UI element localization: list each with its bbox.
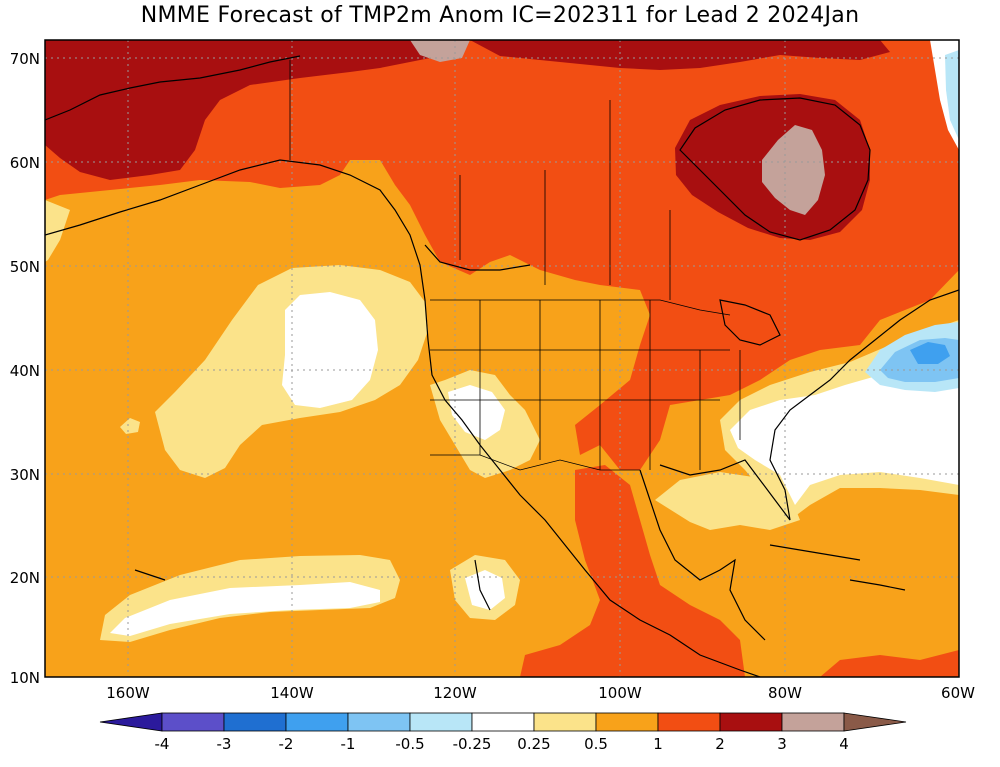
colorbar-swatch — [285, 712, 349, 732]
anomaly-region-mid-blue-atlantic — [910, 342, 950, 364]
lat-label-30n: 30N — [9, 466, 40, 484]
lat-label-40n: 40N — [9, 362, 40, 380]
colorbar-label: 3 — [777, 735, 787, 753]
map-title: NMME Forecast of TMP2m Anom IC=202311 fo… — [140, 3, 860, 28]
anomaly-region-white-southwest — [448, 385, 505, 440]
anomaly-region-pale-blue-greenland — [945, 50, 959, 140]
lon-label-160w: 160W — [106, 684, 150, 702]
lon-label-120w: 120W — [433, 684, 477, 702]
anomaly-region-red-orange-mexico — [520, 465, 745, 677]
colorbar-label: -4 — [154, 735, 170, 753]
lat-label-60n: 60N — [9, 154, 40, 172]
colorbar-label: -2 — [278, 735, 294, 753]
colorbar-arrow-left — [99, 712, 163, 732]
colorbar-label: 4 — [839, 735, 849, 753]
anomaly-region-red-orange-caribbean — [820, 650, 959, 677]
colorbar-label: 1 — [653, 735, 663, 753]
colorbar — [99, 712, 907, 732]
political-borders — [289, 60, 741, 471]
colorbar-label: -0.5 — [395, 735, 425, 753]
colorbar-arrow-right — [843, 712, 907, 732]
anomaly-field — [45, 40, 959, 677]
graticule — [45, 40, 959, 677]
colorbar-swatch — [471, 712, 535, 732]
lon-label-60w: 60W — [941, 684, 975, 702]
lat-label-20n: 20N — [9, 569, 40, 587]
colorbar-label: 0.25 — [517, 735, 551, 753]
plot-frame — [44, 39, 960, 678]
lon-label-80w: 80W — [768, 684, 802, 702]
colorbar-swatch — [533, 712, 597, 732]
lat-label-10n: 10N — [9, 669, 40, 687]
lat-label-50n: 50N — [9, 258, 40, 276]
colorbar-label: -0.25 — [452, 735, 492, 753]
colorbar-swatch — [161, 712, 225, 732]
colorbar-swatch — [595, 712, 659, 732]
anomaly-region-white-southeast — [730, 375, 959, 505]
anomaly-region-white-south-pacific — [110, 582, 380, 636]
colorbar-swatch — [409, 712, 473, 732]
coastlines — [45, 55, 959, 677]
anomaly-region-mauve-north — [410, 40, 470, 62]
colorbar-swatch — [719, 712, 783, 732]
anomaly-region-white-pacific — [282, 292, 378, 408]
colorbar-swatch — [223, 712, 287, 732]
colorbar-label: -3 — [216, 735, 232, 753]
colorbar-label: 2 — [715, 735, 725, 753]
lat-label-70n: 70N — [9, 50, 40, 68]
anomaly-region-dark-red-northwest — [45, 40, 470, 180]
lon-label-100w: 100W — [598, 684, 642, 702]
colorbar-label: -1 — [340, 735, 356, 753]
anomaly-region-mauve-hudson — [762, 125, 825, 215]
anomaly-region-white-coast — [465, 570, 505, 610]
colorbar-swatch — [781, 712, 845, 732]
colorbar-swatch — [657, 712, 721, 732]
anomaly-region-light-yellow-spot — [120, 418, 140, 434]
colorbar-swatch — [347, 712, 411, 732]
lon-label-140w: 140W — [270, 684, 314, 702]
colorbar-label: 0.5 — [584, 735, 608, 753]
